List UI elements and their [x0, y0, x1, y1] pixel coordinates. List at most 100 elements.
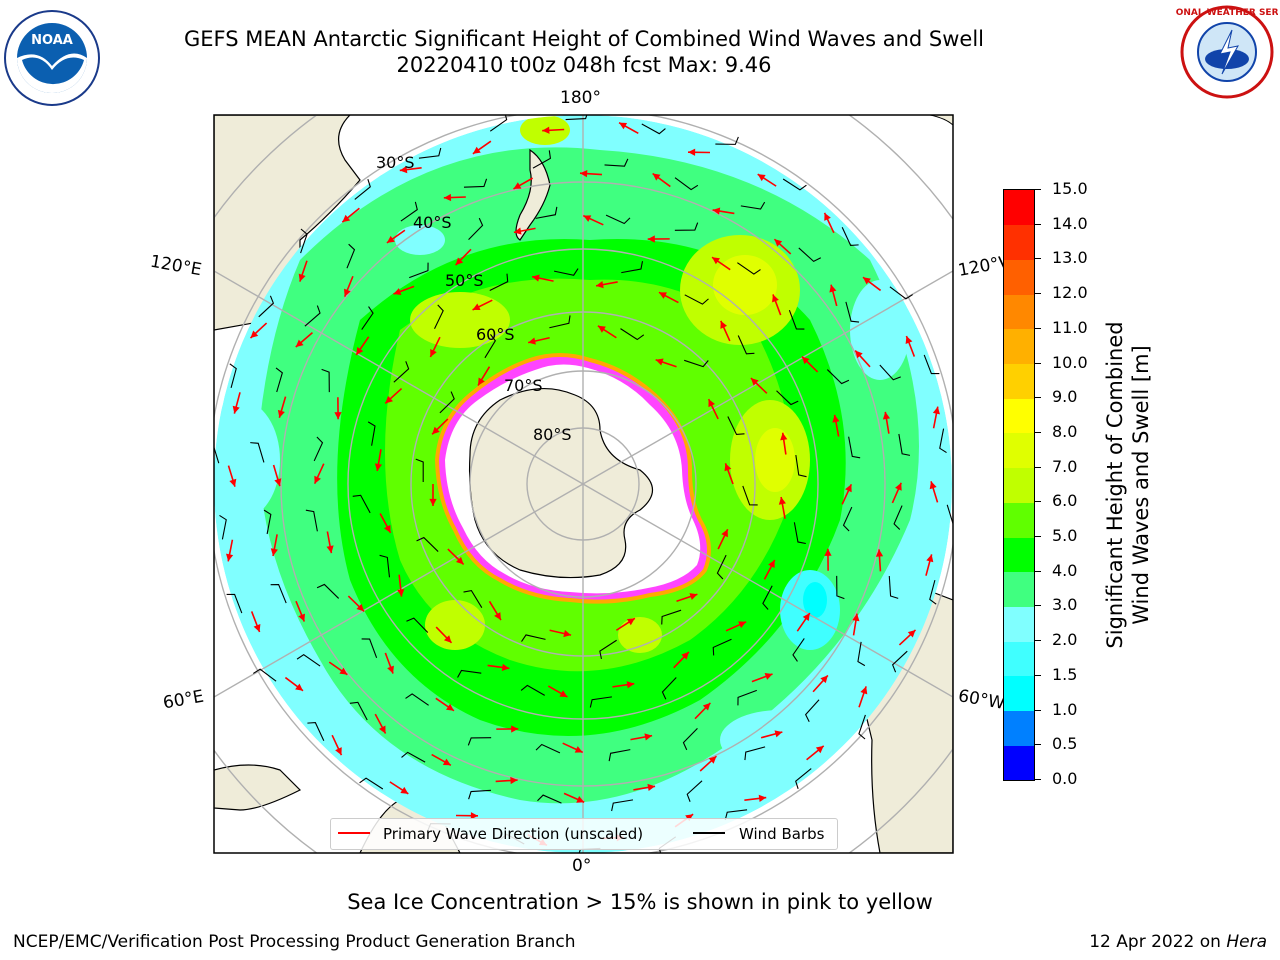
wave-arrow-head: [443, 193, 452, 202]
wind-barb: [520, 684, 545, 696]
wind-barb: [776, 390, 799, 406]
colorbar-tick-label: 1.5: [1052, 664, 1078, 684]
wind-barb: [939, 428, 947, 454]
wind-barb: [744, 746, 766, 761]
wave-arrow-head: [342, 214, 351, 223]
wind-barb: [782, 178, 807, 191]
wind-barb: [893, 505, 903, 530]
wind-barb: [532, 150, 552, 169]
wind-barb: [737, 335, 755, 355]
wave-arrow-head: [764, 673, 773, 680]
wave-arrow-head: [229, 478, 237, 487]
wave-arrow-head: [470, 812, 479, 820]
wind-barb: [795, 455, 807, 478]
colorbar-segment: [1004, 259, 1034, 295]
wave-arrow-head: [738, 621, 747, 629]
colorbar-tick-label: 15.0: [1052, 179, 1088, 198]
map-frame: [213, 114, 954, 854]
wave-arrow-head: [455, 556, 464, 565]
wind-barb: [836, 575, 845, 600]
wind-barb: [674, 177, 699, 191]
wind-barb: [349, 701, 368, 721]
wave-arrow-head: [455, 257, 464, 266]
wind-barb: [304, 305, 321, 327]
colorbar-segment: [1004, 745, 1034, 781]
wind-barb: [661, 677, 677, 700]
wind-barb: [804, 699, 820, 723]
wave-arrow-head: [687, 148, 696, 156]
colorbar-tick-mark: [1034, 397, 1041, 399]
wave-arrow-head: [824, 548, 832, 556]
wave-arrow-head: [356, 347, 364, 355]
wind-barb: [841, 227, 859, 246]
colorbar-tick-mark: [1034, 536, 1041, 538]
wave-arrow-head: [647, 783, 656, 792]
wind-barb: [359, 777, 384, 790]
wave-arrow-head: [542, 126, 550, 134]
wave-arrow-head: [397, 589, 405, 597]
machine-name: Hera: [1226, 932, 1267, 952]
wave-arrow-head: [513, 182, 522, 189]
wind-barb: [307, 722, 325, 741]
wave-arrow-head: [907, 629, 916, 638]
wave-arrow-head: [270, 548, 278, 556]
wind-barb: [439, 391, 455, 414]
wave-arrow-head: [780, 432, 788, 441]
wind-barb: [845, 301, 860, 323]
wave-arrow-head: [574, 746, 583, 753]
wave-arrow-head: [702, 702, 711, 711]
wind-barb: [848, 436, 861, 459]
colorbar-tick-label: 14.0: [1052, 213, 1088, 233]
wave-arrow-head: [443, 635, 452, 643]
wave-arrow-head: [501, 663, 510, 672]
colorbar-tick-label: 10.0: [1052, 352, 1088, 372]
wind-barb: [553, 268, 579, 276]
wind-barb: [891, 650, 908, 673]
wind-barb: [535, 206, 558, 219]
colorbar-tick-mark: [1034, 223, 1041, 225]
wave-arrow-head: [580, 170, 588, 178]
wind-barb: [724, 809, 748, 821]
wave-arrow-head: [430, 349, 437, 358]
colorbar-tick-label: 2.0: [1052, 630, 1078, 650]
wave-arrow-head: [757, 174, 766, 182]
wind-barb: [674, 222, 699, 231]
wave-arrow-head: [383, 524, 391, 533]
colorbar-tick-label: 1.0: [1052, 699, 1078, 719]
run-date-text: 12 Apr 2022 on: [1089, 932, 1227, 952]
wave-arrow-head: [226, 553, 234, 562]
wave-arrow-head: [385, 395, 393, 404]
colorbar-tick-label: 4.0: [1052, 560, 1078, 580]
lat-label-30s: 30°S: [376, 153, 415, 172]
wave-arrow-head: [250, 330, 259, 339]
colorbar-tick-label: 11.0: [1052, 317, 1088, 337]
map-title: GEFS MEAN Antarctic Significant Height o…: [183, 27, 985, 51]
wave-arrow-head: [658, 292, 667, 299]
colorbar-tick-mark: [1034, 640, 1041, 642]
noaa-logo-text: NOAA: [31, 33, 73, 48]
wave-arrow-head: [472, 303, 481, 310]
colorbar-tick-mark: [1034, 744, 1041, 746]
colorbar-tick-label: 12.0: [1052, 283, 1088, 303]
colorbar-tick-label: 5.0: [1052, 526, 1078, 546]
wave-arrow-head: [644, 733, 653, 741]
wave-arrow-head: [510, 776, 518, 785]
wind-barb: [715, 136, 739, 145]
colorbar-tick-label: 0.5: [1052, 734, 1078, 754]
wind-barb: [740, 201, 766, 210]
wind-barb: [296, 653, 321, 667]
wave-arrow-head: [801, 356, 810, 365]
wave-arrow-head: [596, 281, 604, 289]
wind-barb: [305, 509, 318, 532]
wave-arrow-head: [824, 212, 831, 221]
wave-arrow-head: [446, 703, 454, 711]
wind-barb: [686, 780, 703, 802]
wind-barb: [457, 669, 482, 678]
wave-arrow-head: [513, 227, 522, 235]
wave-arrow-head: [295, 339, 304, 348]
wave-arrow-head: [750, 378, 759, 386]
wave-arrow-head: [393, 288, 402, 295]
wave-arrow-head: [721, 529, 728, 538]
colorbar-tick-label: 8.0: [1052, 421, 1078, 441]
